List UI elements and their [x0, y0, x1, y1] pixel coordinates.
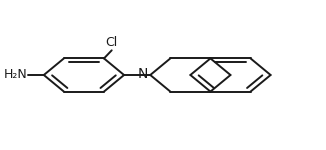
Text: N: N [138, 67, 148, 81]
Text: Cl: Cl [106, 36, 118, 49]
Text: H₂N: H₂N [3, 69, 27, 81]
